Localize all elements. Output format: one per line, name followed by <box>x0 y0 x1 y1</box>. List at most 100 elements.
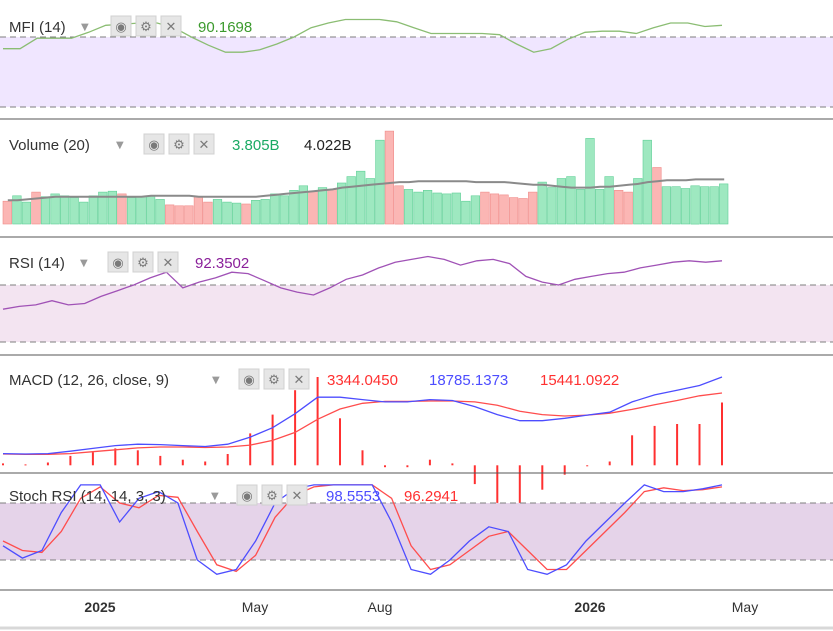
volume-bar <box>594 189 605 225</box>
chevron-down-icon[interactable]: ▼ <box>81 22 89 33</box>
eye-icon[interactable]: ◉ <box>107 251 129 273</box>
volume-title: Volume (20) <box>9 137 90 154</box>
eye-icon[interactable]: ◉ <box>110 15 132 37</box>
macd-histogram-bar <box>721 402 723 466</box>
x-tick-label: 2026 <box>574 599 605 615</box>
volume-bar <box>499 194 509 225</box>
stoch-k-line <box>2 484 723 576</box>
macd-histogram-bar <box>91 452 94 466</box>
svg-text:⚙: ⚙ <box>266 489 278 504</box>
macd-signal-value: 15441.0922 <box>540 372 619 389</box>
volume-bar <box>174 205 184 225</box>
macd-histogram-bar <box>406 465 409 468</box>
rsi-pane: RSI (14) ▼ ◉ ⚙ ✕ 92.3502 <box>0 251 833 343</box>
volume-bar <box>346 176 356 225</box>
rsi-line <box>2 255 723 310</box>
svg-text:⚙: ⚙ <box>173 138 185 153</box>
settings-icon[interactable]: ⚙ <box>135 15 157 37</box>
stoch-d-value: 96.2941 <box>404 488 458 505</box>
macd-signal-line <box>2 392 723 455</box>
macd-hist-value: 3344.0450 <box>327 372 398 389</box>
macd-histogram-bar <box>46 462 49 466</box>
settings-icon[interactable]: ⚙ <box>168 133 190 155</box>
svg-text:◉: ◉ <box>148 138 159 153</box>
close-icon[interactable]: ✕ <box>193 133 215 155</box>
eye-icon[interactable]: ◉ <box>236 484 258 506</box>
mfi-title: MFI (14) <box>9 19 66 36</box>
svg-text:◉: ◉ <box>243 373 254 388</box>
close-icon[interactable]: ✕ <box>160 15 182 37</box>
volume-bar <box>308 190 318 225</box>
svg-text:⚙: ⚙ <box>268 373 280 388</box>
volume-bar <box>671 186 681 225</box>
close-icon[interactable]: ✕ <box>157 251 179 273</box>
eye-icon[interactable]: ◉ <box>143 133 165 155</box>
svg-text:✕: ✕ <box>163 256 174 271</box>
macd-histogram-bar <box>541 465 544 490</box>
volume-bar <box>193 196 204 225</box>
macd-histogram-bar <box>361 450 364 466</box>
volume-bar <box>623 191 633 225</box>
macd-histogram-bar <box>159 455 162 466</box>
macd-histogram-bar <box>698 424 701 466</box>
volume-bar <box>260 199 270 225</box>
close-icon[interactable]: ✕ <box>288 368 310 390</box>
macd-legend: MACD (12, 26, close, 9) ▼ ◉ ⚙ ✕ 3344.045… <box>9 368 619 390</box>
stoch-rsi-pane: Stoch RSI (14, 14, 3, 3) ▼ ◉ ⚙ ✕ 98.5553… <box>0 484 833 576</box>
macd-histogram-bar <box>294 390 297 466</box>
volume-bar <box>21 201 32 225</box>
volume-bar <box>680 188 691 225</box>
volume-bar <box>461 200 471 225</box>
volume-bar <box>50 193 60 225</box>
volume-bar <box>59 195 70 225</box>
volume-bar <box>604 176 614 225</box>
macd-histogram-bar <box>114 448 117 466</box>
close-icon[interactable]: ✕ <box>286 484 308 506</box>
mfi-band <box>0 37 833 107</box>
volume-bar <box>614 190 624 225</box>
volume-bar <box>356 170 366 225</box>
volume-bar <box>403 189 414 225</box>
rsi-title: RSI (14) <box>9 255 65 272</box>
stoch-legend: Stoch RSI (14, 14, 3, 3) ▼ ◉ ⚙ ✕ 98.5553… <box>9 484 458 506</box>
macd-histogram <box>2 377 723 503</box>
volume-bar <box>88 195 98 225</box>
volume-bar <box>480 191 490 225</box>
volume-bar <box>279 195 289 225</box>
volume-bar <box>327 189 337 225</box>
macd-histogram-bar <box>384 465 386 468</box>
volume-bar <box>451 192 461 225</box>
volume-bar <box>31 191 41 225</box>
volume-bar <box>709 186 719 225</box>
macd-histogram-bar <box>608 461 611 466</box>
volume-bar <box>336 182 347 225</box>
settings-icon[interactable]: ⚙ <box>132 251 154 273</box>
chevron-down-icon[interactable]: ▼ <box>211 491 219 502</box>
macd-histogram-bar <box>473 465 476 485</box>
volume-bar <box>556 178 566 225</box>
macd-histogram-bar <box>249 433 252 466</box>
volume-bar <box>165 204 175 225</box>
settings-icon[interactable]: ⚙ <box>263 368 285 390</box>
settings-icon[interactable]: ⚙ <box>261 484 283 506</box>
chevron-down-icon[interactable]: ▼ <box>116 140 124 151</box>
chevron-down-icon[interactable]: ▼ <box>80 258 88 269</box>
macd-histogram-bar <box>339 418 341 466</box>
volume-bar <box>566 176 576 225</box>
volume-bar <box>547 187 557 225</box>
rsi-legend: RSI (14) ▼ ◉ ⚙ ✕ 92.3502 <box>9 251 249 273</box>
volume-bar <box>508 197 519 225</box>
volume-bar <box>212 199 223 225</box>
volume-bar <box>442 193 452 225</box>
macd-histogram-bar <box>24 464 27 466</box>
macd-histogram-bar <box>586 465 589 467</box>
x-tick-label: May <box>732 599 758 615</box>
volume-bar <box>365 178 375 225</box>
chevron-down-icon[interactable]: ▼ <box>212 375 220 386</box>
volume-bar <box>384 130 395 225</box>
volume-bar <box>289 190 299 225</box>
rsi-value: 92.3502 <box>195 255 249 272</box>
time-axis[interactable]: 2025 May Aug 2026 May <box>0 599 833 630</box>
eye-icon[interactable]: ◉ <box>238 368 260 390</box>
